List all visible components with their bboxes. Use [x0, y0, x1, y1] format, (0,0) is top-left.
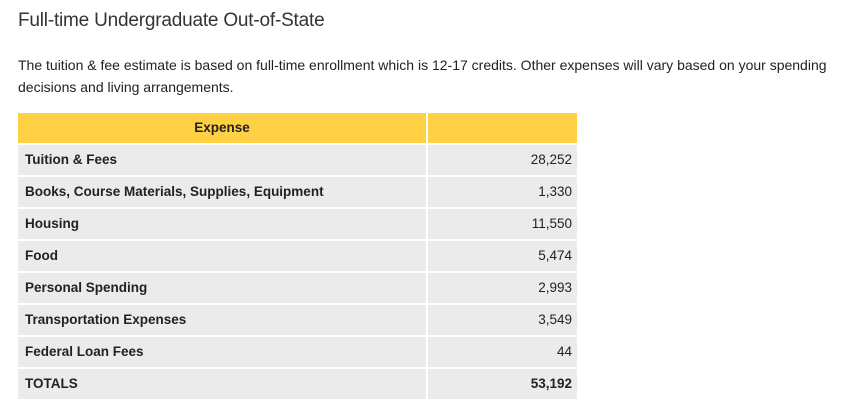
table-header: Expense: [18, 113, 577, 143]
intro-text: The tuition & fee estimate is based on f…: [18, 57, 827, 95]
header-cell: Expense: [18, 113, 426, 143]
expense-amount: 11,550: [428, 209, 577, 239]
table-row: Books, Course Materials, Supplies, Equip…: [18, 177, 577, 207]
expense-name: Food: [18, 241, 426, 271]
expense-amount: 53,192: [428, 369, 577, 399]
totals-row: TOTALS 53,192: [18, 369, 577, 399]
expense-name: TOTALS: [18, 369, 426, 399]
header-cell: [428, 113, 577, 143]
table-row: Housing 11,550: [18, 209, 577, 239]
expense-amount: 44: [428, 337, 577, 367]
expense-amount: 2,993: [428, 273, 577, 303]
page-title: Full-time Undergraduate Out-of-State: [18, 10, 325, 31]
expense-amount: 3,549: [428, 305, 577, 335]
expense-amount: 28,252: [428, 145, 577, 175]
expense-name: Federal Loan Fees: [18, 337, 426, 367]
expense-amount: 5,474: [428, 241, 577, 271]
table-row: Tuition & Fees 28,252: [18, 145, 577, 175]
table-row: Federal Loan Fees 44: [18, 337, 577, 367]
table-row: Food 5,474: [18, 241, 577, 271]
expense-amount: 1,330: [428, 177, 577, 207]
table-row: Personal Spending 2,993: [18, 273, 577, 303]
expense-name: Transportation Expenses: [18, 305, 426, 335]
expense-table: Expense Tuition & Fees 28,252 Books, Cours…: [18, 113, 577, 401]
expense-name: Books, Course Materials, Supplies, Equip…: [18, 177, 426, 207]
expense-name: Housing: [18, 209, 426, 239]
table-row: Transportation Expenses 3,549: [18, 305, 577, 335]
expense-name: Tuition & Fees: [18, 145, 426, 175]
expense-name: Personal Spending: [18, 273, 426, 303]
